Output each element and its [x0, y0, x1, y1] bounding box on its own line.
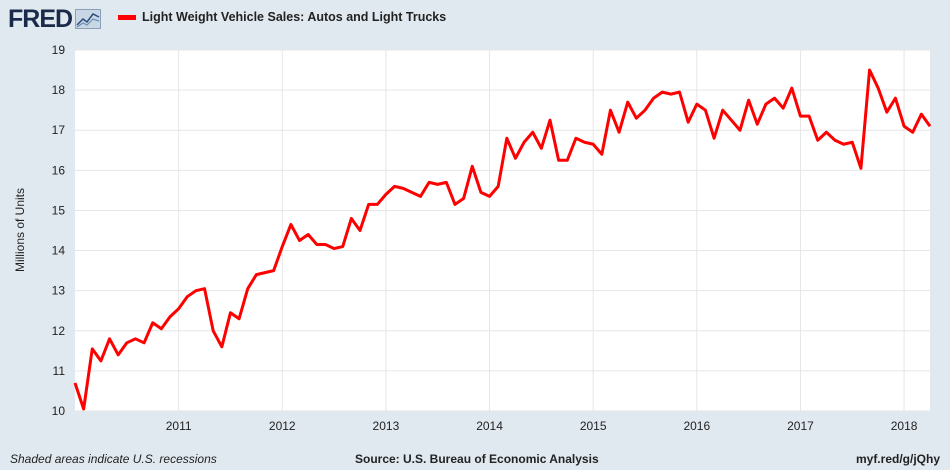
fred-logo[interactable]: FRED — [8, 5, 102, 33]
grid-lines — [75, 49, 930, 412]
fred-logo-text: FRED — [8, 5, 73, 33]
source-text: Source: U.S. Bureau of Economic Analysis — [355, 452, 599, 466]
y-tick-labels: 10 11 12 13 14 15 16 17 18 19 — [52, 43, 66, 418]
y-tick-label: 11 — [53, 364, 66, 378]
x-tick-label: 2011 — [166, 419, 192, 433]
chart-header: FRED Light Weight Vehicle Sales: Autos a… — [0, 0, 950, 40]
x-tick-label: 2015 — [580, 419, 607, 433]
x-tick-label: 2013 — [373, 419, 400, 433]
recession-note: Shaded areas indicate U.S. recessions — [10, 452, 217, 466]
y-tick-label: 12 — [52, 324, 66, 338]
y-tick-label: 19 — [52, 43, 66, 57]
y-tick-label: 10 — [52, 404, 66, 418]
x-tick-label: 2012 — [269, 419, 296, 433]
legend-swatch — [118, 14, 136, 20]
legend: Light Weight Vehicle Sales: Autos and Li… — [118, 10, 446, 24]
x-tick-label: 2016 — [683, 419, 710, 433]
y-tick-label: 13 — [52, 284, 66, 298]
x-tick-labels: 2011 2012 2013 2014 2015 2016 2017 2018 — [166, 419, 918, 433]
x-tick-label: 2014 — [476, 419, 503, 433]
y-tick-label: 15 — [52, 203, 66, 217]
y-tick-label: 17 — [52, 123, 66, 137]
chart-footer: Shaded areas indicate U.S. recessions So… — [0, 450, 950, 470]
y-tick-label: 18 — [52, 83, 66, 97]
x-tick-label: 2017 — [787, 419, 814, 433]
series-layer — [73, 68, 932, 411]
legend-label: Light Weight Vehicle Sales: Autos and Li… — [142, 10, 447, 24]
y-tick-label: 16 — [52, 163, 66, 177]
x-tick-label: 2018 — [891, 419, 918, 433]
series-line — [73, 68, 932, 411]
short-link[interactable]: myf.red/g/jQhy — [855, 452, 940, 466]
line-chart-icon — [75, 9, 102, 29]
y-tick-label: 14 — [52, 244, 66, 258]
plot-area — [75, 50, 930, 411]
